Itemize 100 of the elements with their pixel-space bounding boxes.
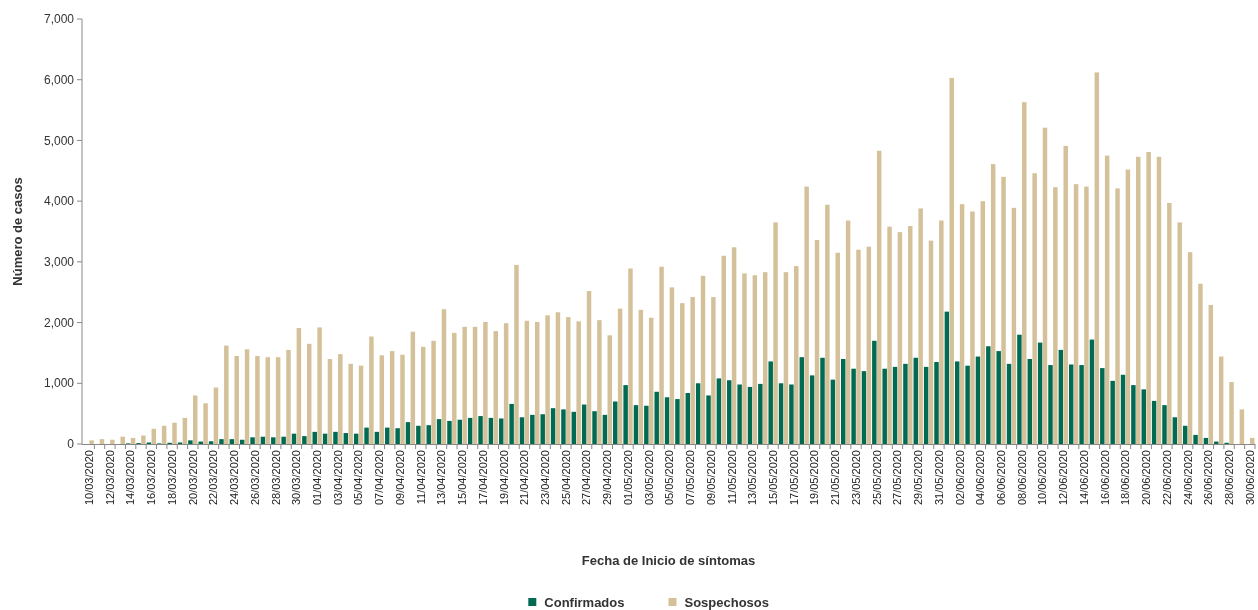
x-tick-label: 03/04/2020 (331, 450, 344, 506)
bar (234, 355, 239, 444)
bar (265, 357, 271, 444)
x-tick-label: 25/04/2020 (559, 450, 572, 506)
y-tick-label: 3,000 (43, 255, 75, 270)
bar (690, 297, 695, 444)
bar (224, 345, 229, 444)
bar (509, 403, 514, 444)
x-tick-label: 28/03/2020 (269, 450, 282, 506)
x-tick-label: 01/04/2020 (311, 450, 324, 506)
x-tick-label: 21/05/2020 (829, 450, 842, 506)
bar (918, 208, 923, 444)
bar (561, 409, 566, 444)
bar (1229, 382, 1234, 444)
bar (441, 309, 447, 444)
bar (478, 416, 483, 444)
y-tick-label: 5,000 (43, 133, 75, 148)
x-tick-label: 10/03/2020 (83, 450, 96, 506)
bar (493, 331, 498, 444)
y-tick-label: 1,000 (43, 376, 75, 391)
bar (695, 383, 701, 444)
bar (519, 417, 525, 444)
bar (1068, 364, 1074, 444)
bar (835, 252, 840, 444)
x-tick-label: 22/06/2020 (1160, 450, 1173, 506)
bar (1146, 151, 1151, 444)
bar (820, 357, 825, 444)
x-tick-label: 01/05/2020 (621, 450, 634, 506)
bar (939, 220, 944, 444)
x-tick-label: 18/06/2020 (1119, 450, 1132, 506)
bar (742, 273, 747, 444)
x-axis-title: Fecha de Inicio de síntomas (581, 553, 756, 568)
bar (483, 321, 488, 444)
bar (659, 266, 664, 444)
bar (773, 222, 778, 444)
bar (727, 380, 732, 444)
bar (752, 275, 758, 444)
bar (607, 335, 612, 444)
bar (758, 383, 763, 444)
bar (566, 317, 571, 444)
bar (364, 427, 369, 444)
bar (633, 405, 639, 444)
bar (369, 336, 374, 444)
y-tick-label: 4,000 (43, 194, 75, 209)
bar (903, 363, 908, 444)
bar (389, 351, 395, 444)
bar (856, 249, 861, 444)
bar (503, 323, 509, 444)
bar (338, 354, 343, 444)
x-tick-label: 02/06/2020 (953, 450, 966, 506)
bar (385, 427, 390, 444)
bar (965, 365, 970, 444)
bar (1214, 441, 1219, 444)
x-tick-label: 14/06/2020 (1077, 450, 1090, 506)
bar (804, 186, 809, 444)
x-tick-label: 12/03/2020 (103, 450, 116, 506)
x-tick-label: 13/04/2020 (435, 450, 448, 506)
x-tick-label: 10/06/2020 (1036, 450, 1049, 506)
bar (851, 368, 856, 444)
bar (462, 326, 467, 444)
x-tick-label: 20/03/2020 (186, 450, 199, 506)
bar (970, 211, 975, 444)
x-tick-label: 29/05/2020 (912, 450, 925, 506)
bar (825, 204, 830, 444)
x-tick-label: 27/04/2020 (580, 450, 593, 506)
x-tick-label: 15/05/2020 (766, 450, 779, 506)
bar (628, 268, 633, 444)
bar (1001, 176, 1006, 444)
bar (550, 408, 556, 444)
bar (706, 395, 711, 444)
bar (1208, 304, 1214, 444)
bar (644, 405, 649, 444)
x-tick-label: 09/05/2020 (704, 450, 717, 506)
bar (623, 385, 628, 444)
bar (172, 422, 177, 444)
x-tick-label: 29/04/2020 (601, 450, 614, 506)
x-tick-label: 21/04/2020 (518, 450, 531, 506)
bar (1131, 385, 1136, 444)
bar (255, 355, 260, 444)
x-tick-label: 28/06/2020 (1222, 450, 1235, 506)
bar (188, 440, 193, 444)
bar (669, 287, 675, 444)
bar (1079, 365, 1084, 444)
bar (193, 395, 198, 444)
bar (1022, 102, 1027, 444)
bar (1017, 334, 1022, 444)
x-tick-label: 25/05/2020 (870, 450, 883, 506)
bar (882, 368, 887, 444)
bar (317, 327, 322, 444)
bar (534, 321, 540, 444)
bar (794, 266, 799, 444)
bar (980, 201, 986, 444)
y-tick-label: 2,000 (43, 315, 75, 330)
bar (120, 436, 125, 444)
x-tick-label: 22/03/2020 (207, 450, 220, 506)
bar (271, 437, 276, 444)
bar (711, 297, 716, 444)
x-tick-label: 17/04/2020 (476, 450, 489, 506)
x-tick-label: 26/03/2020 (248, 450, 261, 506)
bar (789, 384, 794, 444)
